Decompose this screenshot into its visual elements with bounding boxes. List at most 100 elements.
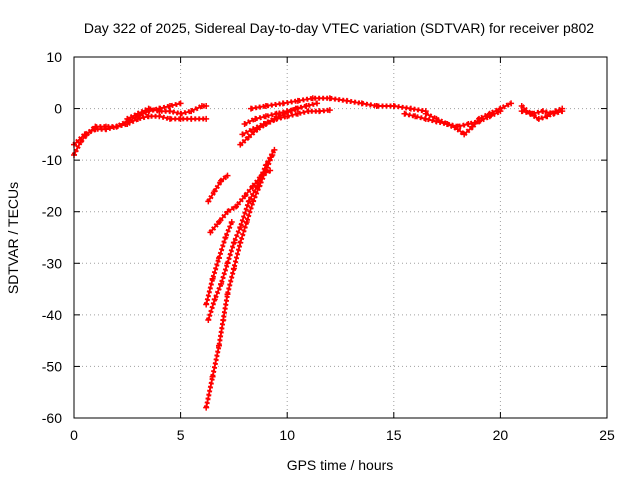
data-point bbox=[205, 317, 212, 324]
data-point bbox=[401, 110, 408, 117]
data-point bbox=[156, 113, 163, 120]
data-point bbox=[559, 108, 566, 115]
data-point bbox=[326, 95, 333, 102]
data-point bbox=[250, 126, 257, 133]
data-point bbox=[228, 219, 235, 226]
data-point bbox=[177, 115, 184, 122]
x-tick-label: 5 bbox=[177, 427, 185, 443]
data-point bbox=[124, 115, 131, 122]
chart-title: Day 322 of 2025, Sidereal Day-to-day VTE… bbox=[84, 20, 594, 36]
data-point bbox=[273, 110, 280, 117]
data-point bbox=[222, 234, 229, 241]
data-point bbox=[284, 108, 291, 115]
data-point bbox=[461, 131, 468, 138]
y-tick-label: -30 bbox=[42, 255, 62, 271]
data-point bbox=[211, 188, 218, 195]
data-point bbox=[550, 110, 557, 117]
data-point bbox=[207, 229, 214, 236]
data-point bbox=[267, 167, 274, 174]
data-point bbox=[145, 113, 152, 120]
data-point bbox=[209, 373, 216, 380]
data-point bbox=[245, 198, 252, 205]
data-point bbox=[188, 108, 195, 115]
data-point bbox=[497, 108, 504, 115]
series-track-d-core bbox=[205, 154, 274, 409]
data-point bbox=[145, 105, 152, 112]
data-point bbox=[203, 404, 210, 411]
y-axis-label: SDTVAR / TECUs bbox=[5, 182, 21, 294]
data-point bbox=[177, 100, 184, 107]
series-track-d bbox=[203, 154, 275, 409]
data-point bbox=[305, 108, 312, 115]
data-point bbox=[486, 113, 493, 120]
x-tick-label: 0 bbox=[70, 427, 78, 443]
data-point bbox=[540, 108, 547, 115]
data-point bbox=[124, 121, 131, 128]
y-tick-label: -60 bbox=[42, 410, 62, 426]
data-point bbox=[518, 108, 525, 115]
tick-layer: 0 5 10 15 20 25 -60 -50 -40 -30 -20 -10 0 10 bbox=[42, 49, 615, 443]
data-point bbox=[262, 113, 269, 120]
series-track-m-core bbox=[424, 102, 513, 136]
data-point bbox=[343, 97, 350, 104]
data-point bbox=[412, 113, 419, 120]
data-point bbox=[271, 146, 278, 153]
data-point bbox=[113, 123, 120, 130]
series-layer bbox=[71, 95, 566, 411]
data-point bbox=[241, 193, 248, 200]
data-point bbox=[279, 100, 286, 107]
data-point bbox=[177, 110, 184, 117]
data-point bbox=[465, 121, 472, 128]
y-tick-label: -20 bbox=[42, 204, 62, 220]
data-point bbox=[92, 126, 99, 133]
data-point bbox=[476, 118, 483, 125]
data-point bbox=[303, 102, 310, 109]
data-point bbox=[454, 123, 461, 130]
data-point bbox=[166, 102, 173, 109]
data-point bbox=[326, 107, 333, 114]
data-point bbox=[218, 280, 225, 287]
data-point bbox=[262, 162, 269, 169]
data-point bbox=[233, 203, 240, 210]
data-point bbox=[422, 115, 429, 122]
data-point bbox=[252, 115, 259, 122]
data-point bbox=[205, 198, 212, 205]
x-tick-label: 20 bbox=[493, 427, 509, 443]
data-point bbox=[215, 219, 222, 226]
data-point bbox=[220, 317, 227, 324]
series-track-i-core bbox=[239, 109, 331, 146]
data-point bbox=[294, 110, 301, 117]
data-point bbox=[314, 100, 321, 107]
data-point bbox=[518, 102, 525, 109]
data-point bbox=[102, 126, 109, 133]
series-track-g-core bbox=[207, 174, 229, 203]
data-point bbox=[239, 131, 246, 138]
data-point bbox=[262, 102, 269, 109]
data-point bbox=[215, 255, 222, 262]
y-tick-label: -50 bbox=[42, 358, 62, 374]
data-point bbox=[224, 291, 231, 298]
data-point bbox=[209, 275, 216, 282]
x-axis-label: GPS time / hours bbox=[287, 457, 394, 473]
data-point bbox=[407, 105, 414, 112]
data-point bbox=[203, 301, 210, 308]
plot-frame bbox=[73, 56, 608, 419]
series-track-n-core bbox=[403, 110, 502, 128]
data-point bbox=[247, 105, 254, 112]
data-point bbox=[258, 172, 265, 179]
data-point bbox=[260, 121, 267, 128]
data-point bbox=[224, 260, 231, 267]
data-point bbox=[230, 265, 237, 272]
x-tick-label: 15 bbox=[386, 427, 402, 443]
data-point bbox=[358, 100, 365, 107]
y-tick-label: 0 bbox=[54, 101, 62, 117]
data-point bbox=[245, 133, 252, 140]
data-point bbox=[243, 219, 250, 226]
data-point bbox=[134, 115, 141, 122]
x-tick-label: 10 bbox=[279, 427, 295, 443]
data-point bbox=[134, 110, 141, 117]
data-point bbox=[309, 95, 316, 102]
data-point bbox=[294, 105, 301, 112]
data-point bbox=[237, 239, 244, 246]
data-point bbox=[250, 182, 257, 189]
